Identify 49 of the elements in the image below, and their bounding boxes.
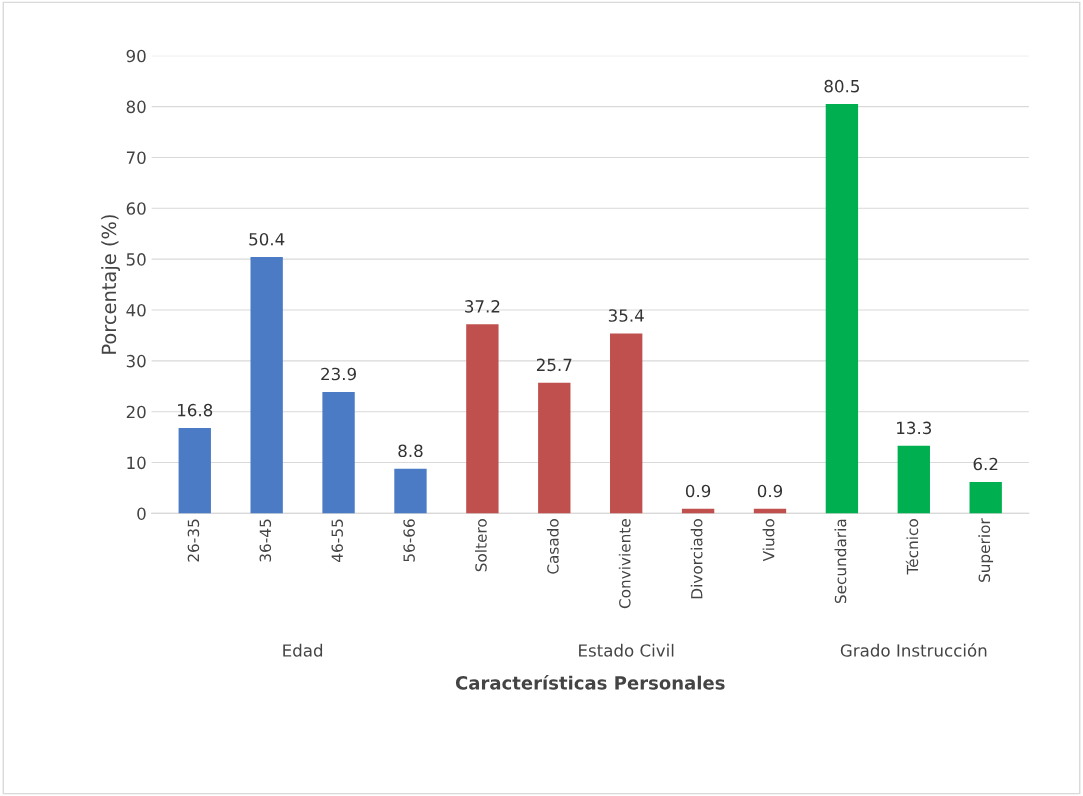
data-label: 0.9 <box>757 484 783 498</box>
x-tick-label: 56-66 <box>403 519 415 562</box>
x-tick-label: 36-45 <box>259 519 272 562</box>
bar <box>897 445 930 514</box>
y-tick-label: 50 <box>126 253 146 266</box>
x-tick-label: Secundaria <box>834 519 847 604</box>
y-tick-label: 20 <box>126 405 146 419</box>
x-tick-label: Casado <box>546 519 559 574</box>
y-axis-title: Porcentaje (%) <box>101 215 120 354</box>
bar <box>969 481 1002 514</box>
bar <box>538 382 571 514</box>
y-tick-label: 90 <box>126 49 146 63</box>
data-label: 0.9 <box>685 484 711 498</box>
bar <box>250 257 283 514</box>
x-tick-label: Superior <box>978 518 994 582</box>
data-label: 23.9 <box>321 367 356 381</box>
data-label: 8.8 <box>398 444 423 458</box>
x-tick-label: Conviviente <box>618 519 631 609</box>
bar <box>466 324 499 514</box>
y-tick-label: 0 <box>137 507 146 520</box>
data-label: 80.5 <box>824 79 859 93</box>
y-tick-label: 10 <box>127 456 146 470</box>
data-label: 35.4 <box>608 309 644 322</box>
data-label: 37.2 <box>465 300 500 313</box>
bar <box>394 468 427 514</box>
data-label: 6.2 <box>973 457 998 471</box>
y-tick-label: 80 <box>126 100 146 114</box>
data-label: 16.8 <box>178 403 213 417</box>
y-tick-label: 30 <box>126 354 146 368</box>
x-tick-label: 46-55 <box>331 519 343 562</box>
bar <box>825 104 859 514</box>
text: Estado Civil <box>579 643 674 657</box>
text: Grado Instrucción <box>840 643 987 657</box>
x-tick-label: Soltero <box>474 519 487 572</box>
bar <box>178 427 211 514</box>
y-tick-label: 40 <box>126 303 146 317</box>
bar <box>610 333 643 514</box>
x-tick-label: 26-35 <box>187 519 200 562</box>
x-tick-label: Divorciado <box>690 519 703 599</box>
data-label: 13.3 <box>897 421 932 435</box>
y-tick-label: 60 <box>126 202 146 215</box>
text: Edad <box>283 643 323 657</box>
y-tick-label: 70 <box>126 151 146 164</box>
x-axis-title: Características Personales <box>455 674 725 690</box>
x-tick-label: Técnico <box>905 519 919 575</box>
data-label: 50.4 <box>249 232 285 246</box>
data-label: 25.7 <box>536 358 572 372</box>
bar <box>322 391 355 514</box>
x-tick-label: Viudo <box>762 519 775 562</box>
